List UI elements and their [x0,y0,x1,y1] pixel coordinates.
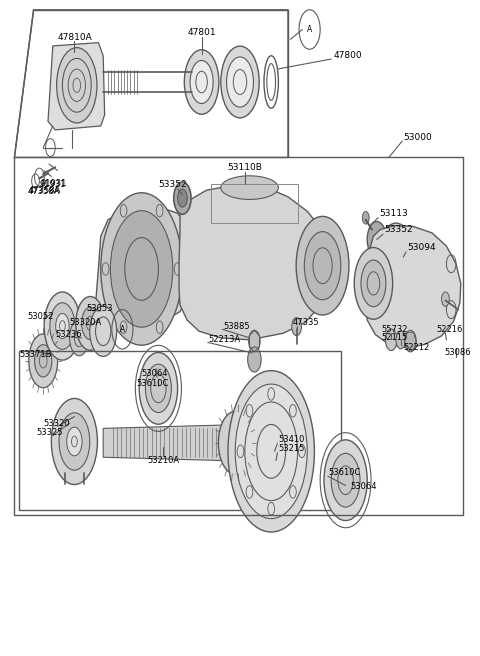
Text: 53885: 53885 [223,321,250,331]
Ellipse shape [145,364,171,413]
Ellipse shape [405,331,416,352]
Ellipse shape [331,453,360,507]
Ellipse shape [50,302,75,350]
Text: 53215: 53215 [278,444,305,453]
Text: 47358A: 47358A [29,186,61,195]
Ellipse shape [248,347,261,372]
Text: 53610C: 53610C [329,468,361,477]
Polygon shape [103,425,230,461]
Ellipse shape [396,331,406,349]
Text: 52212: 52212 [403,343,430,352]
Ellipse shape [296,216,349,315]
Polygon shape [179,185,327,340]
Ellipse shape [82,307,99,340]
Ellipse shape [228,371,314,532]
Ellipse shape [90,306,117,356]
Text: 53064: 53064 [142,369,168,379]
Ellipse shape [190,60,213,104]
Ellipse shape [139,352,178,424]
Ellipse shape [378,223,414,291]
Text: 53410: 53410 [278,435,305,444]
Text: 52115: 52115 [382,333,408,342]
Text: 52213A: 52213A [209,335,241,344]
Text: 53052: 53052 [28,312,54,321]
Text: A: A [307,25,312,34]
Text: 53236: 53236 [55,330,82,339]
Ellipse shape [385,329,397,350]
Text: 55732: 55732 [382,325,408,334]
Text: 91931: 91931 [41,179,67,188]
Ellipse shape [442,292,449,306]
Ellipse shape [56,314,69,338]
Text: 47810A: 47810A [58,33,92,42]
Ellipse shape [304,232,341,300]
Text: 91931: 91931 [39,180,66,190]
Text: 53000: 53000 [403,133,432,142]
Text: 53086: 53086 [444,348,470,358]
Text: 53210A: 53210A [147,456,179,465]
Ellipse shape [367,222,386,257]
Ellipse shape [324,440,367,521]
Ellipse shape [218,411,252,474]
Ellipse shape [44,292,81,360]
Text: 53053: 53053 [86,304,113,313]
Text: 53371B: 53371B [19,350,52,359]
Polygon shape [48,43,105,130]
Polygon shape [365,226,461,348]
Text: 47800: 47800 [334,51,362,60]
Ellipse shape [57,48,97,123]
Text: 53110B: 53110B [228,163,262,172]
Text: 47335: 47335 [293,318,319,327]
Ellipse shape [362,211,369,224]
Ellipse shape [221,176,278,199]
Ellipse shape [354,247,393,319]
Ellipse shape [76,297,105,350]
Ellipse shape [110,211,173,327]
Text: 53064: 53064 [350,482,377,491]
Ellipse shape [70,320,89,356]
Ellipse shape [235,384,307,518]
Text: 53610C: 53610C [137,379,169,388]
Ellipse shape [249,331,260,352]
Ellipse shape [385,237,407,277]
Ellipse shape [292,318,301,336]
Polygon shape [96,207,192,326]
Bar [211,184,298,223]
Ellipse shape [29,334,58,388]
Bar [19,351,341,510]
Ellipse shape [184,50,219,114]
Text: 52216: 52216 [437,325,463,334]
Ellipse shape [221,46,259,118]
Text: 53320: 53320 [43,419,70,428]
Ellipse shape [35,344,52,377]
Ellipse shape [67,427,82,456]
Ellipse shape [51,398,97,485]
Text: 53113: 53113 [379,209,408,218]
Ellipse shape [174,182,191,215]
Text: 53320A: 53320A [70,318,102,327]
Ellipse shape [101,193,182,345]
Text: 47358A: 47358A [28,187,60,196]
Ellipse shape [361,260,386,307]
Text: 53325: 53325 [36,428,62,438]
Ellipse shape [178,189,187,207]
Text: 53352: 53352 [158,180,187,190]
Text: 53094: 53094 [407,243,436,253]
Ellipse shape [59,413,90,470]
Text: 53352: 53352 [384,225,413,234]
Text: A: A [120,325,125,334]
Ellipse shape [227,57,253,107]
Text: 47801: 47801 [187,28,216,37]
